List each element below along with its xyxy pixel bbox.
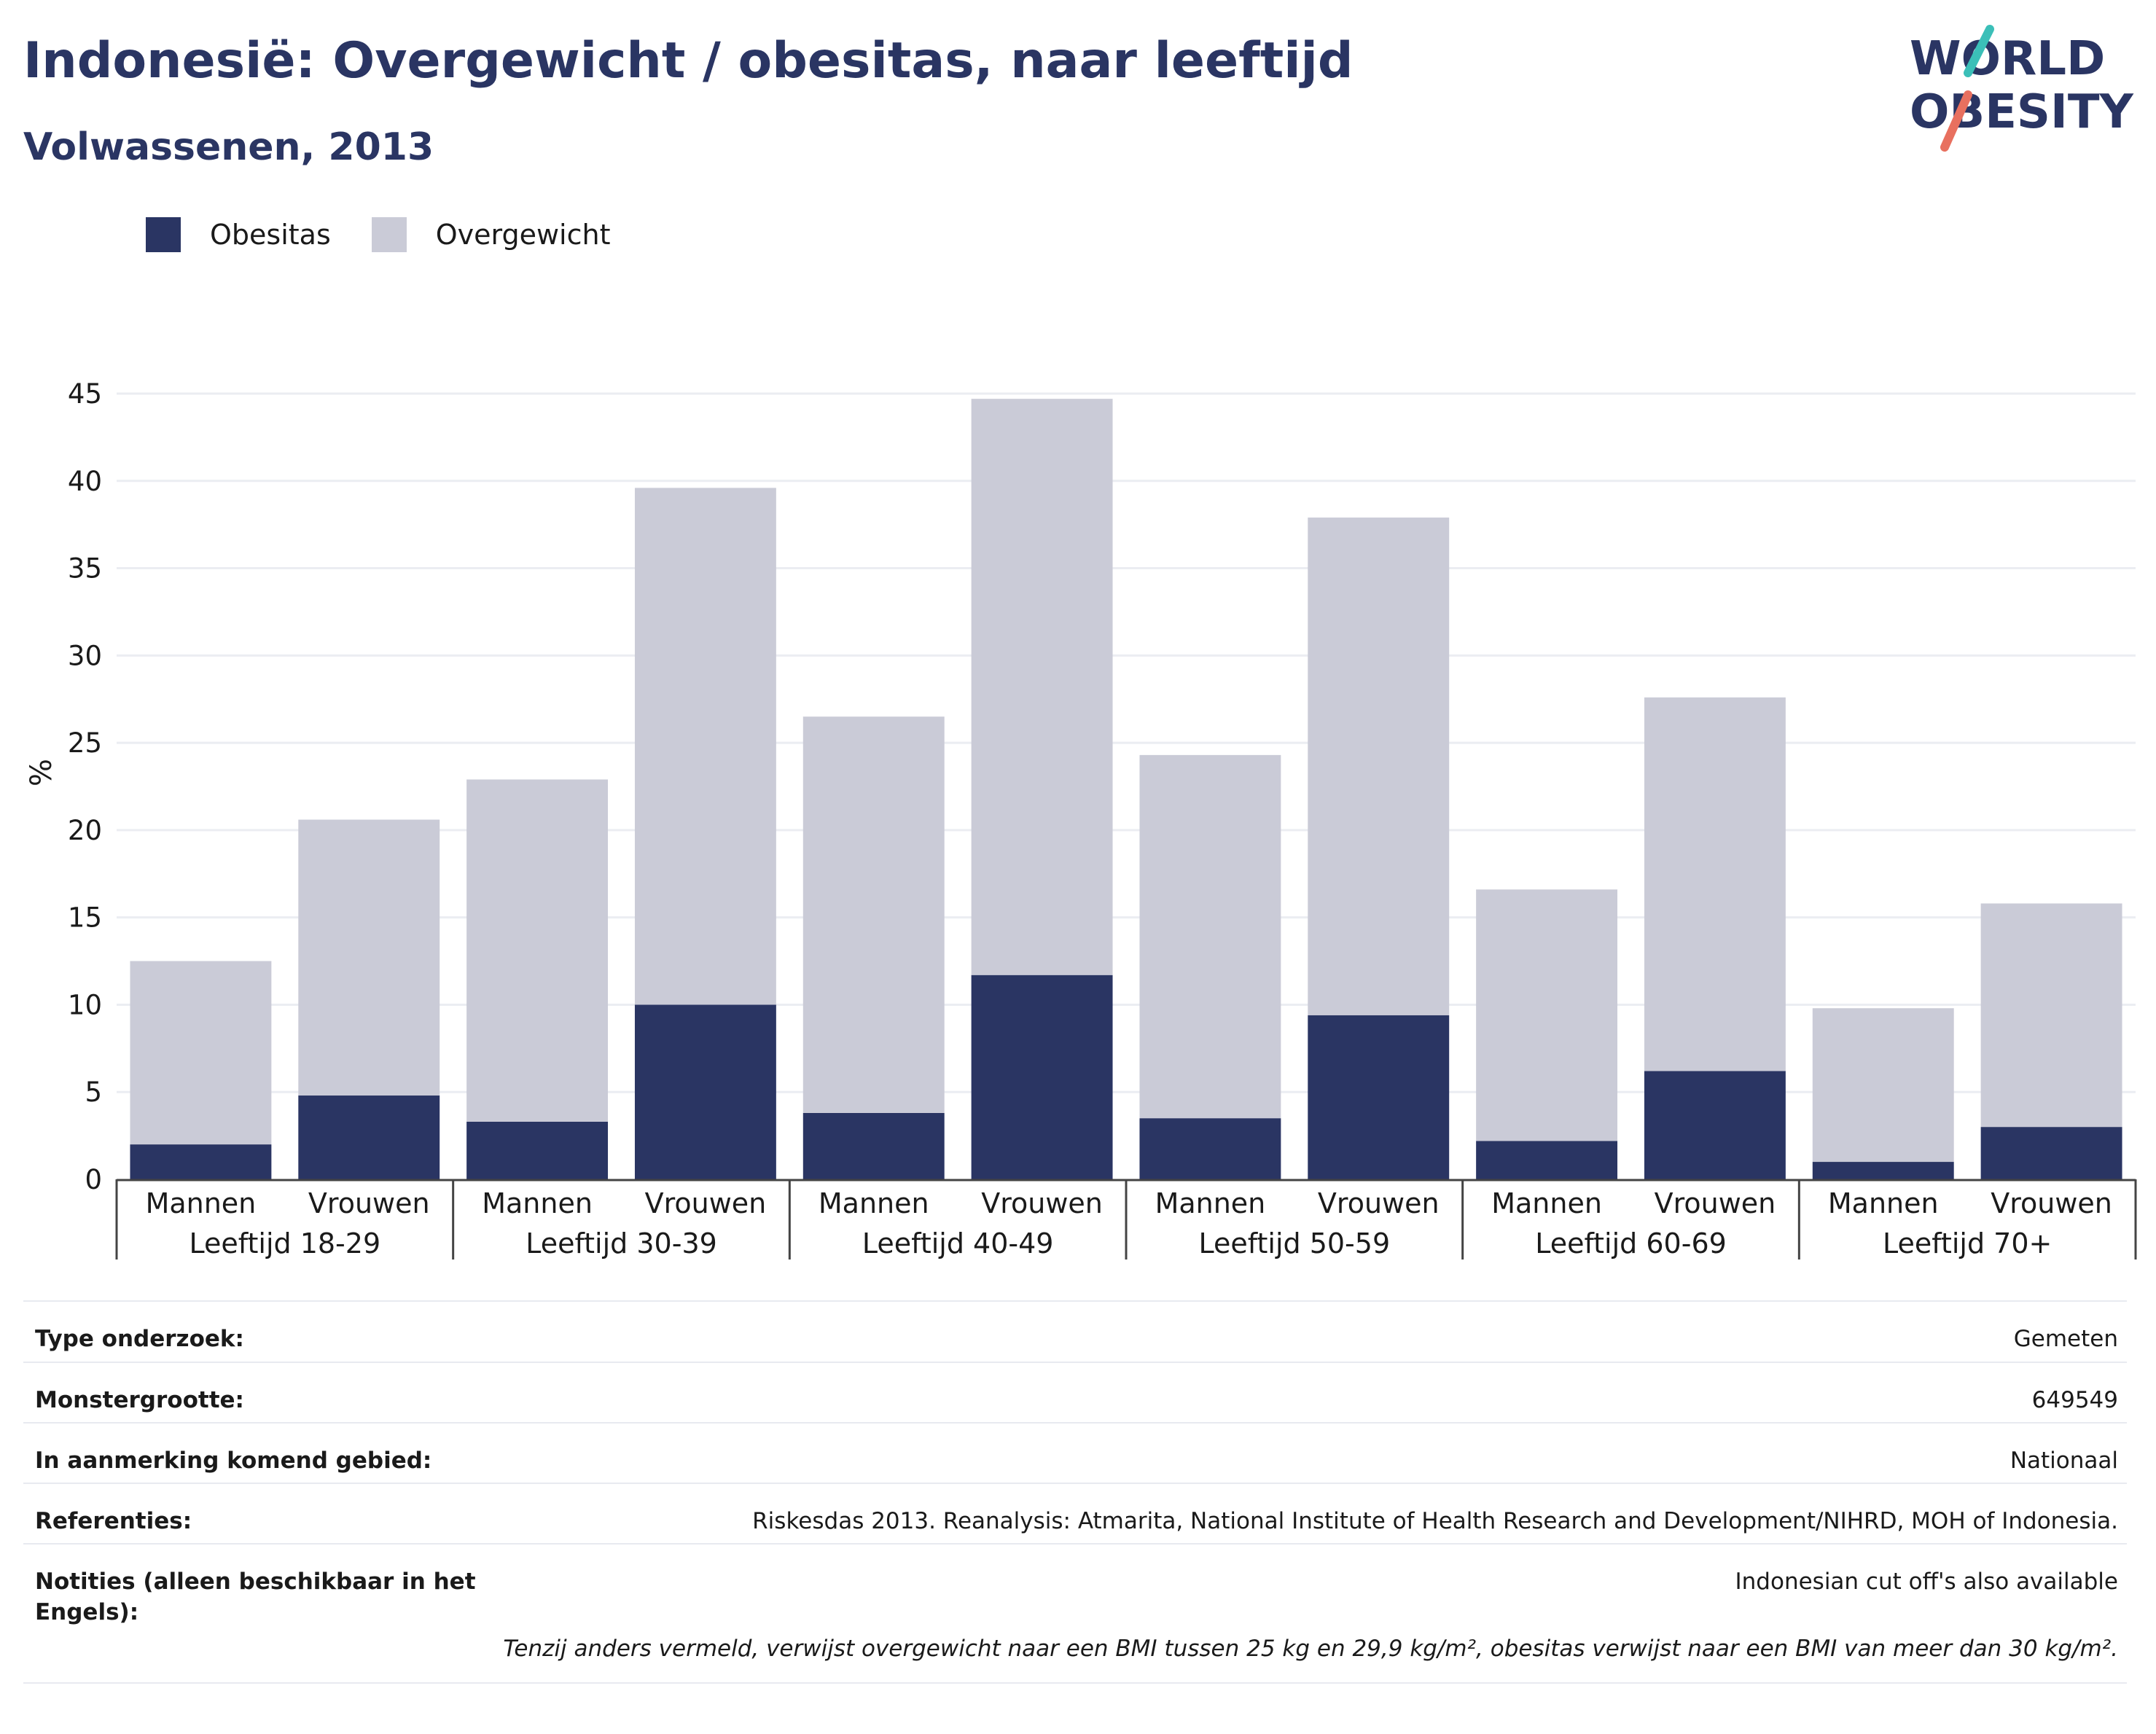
- legend-item-overgewicht[interactable]: Overgewicht: [371, 217, 611, 252]
- group-label: Leeftijd 50-59: [1199, 1227, 1391, 1260]
- bar-obesitas: [130, 1144, 272, 1179]
- meta-value: Gemeten: [2013, 1326, 2118, 1352]
- y-tick-label: 40: [68, 466, 102, 497]
- x-tick-label: Mannen: [1828, 1187, 1939, 1219]
- x-tick-label: Vrouwen: [308, 1187, 430, 1219]
- logo-word-obesity: OBESITY: [1910, 85, 2133, 139]
- footnote: Tenzij anders vermeld, verwijst overgewi…: [23, 1636, 2127, 1684]
- meta-row-references: Referenties: Riskesdas 2013. Reanalysis:…: [23, 1483, 2127, 1543]
- group-label: Leeftijd 30-39: [526, 1227, 717, 1260]
- bar-overgewicht: [802, 716, 945, 1113]
- bar-obesitas: [1476, 1141, 1618, 1179]
- y-tick-label: 45: [68, 378, 102, 410]
- bar-obesitas: [1308, 1015, 1450, 1179]
- meta-row-notes: Notities (alleen beschikbaar in het Enge…: [23, 1543, 2127, 1634]
- bar-overgewicht: [1980, 903, 2122, 1128]
- bar-overgewicht: [1308, 518, 1450, 1015]
- bar-overgewicht: [634, 488, 776, 1005]
- meta-label: Referenties:: [35, 1508, 192, 1534]
- world-obesity-logo: WORLD OBESITY: [1910, 25, 2133, 152]
- bar-obesitas: [802, 1112, 945, 1179]
- logo-word-world: WORLD: [1910, 32, 2105, 86]
- legend-label-obesitas: Obesitas: [210, 219, 331, 251]
- x-tick-label: Mannen: [1155, 1187, 1266, 1219]
- logo-slash-coral: [1940, 90, 1972, 152]
- bar-overgewicht: [1476, 889, 1618, 1141]
- meta-value: Nationaal: [2009, 1448, 2118, 1474]
- group-label: Leeftijd 70+: [1883, 1227, 2052, 1260]
- y-tick-label: 5: [85, 1077, 102, 1108]
- meta-row-sample: Monstergrootte: 649549: [23, 1362, 2127, 1422]
- bar-overgewicht: [466, 779, 609, 1122]
- group-label: Leeftijd 18-29: [190, 1227, 381, 1260]
- legend-swatch-overgewicht: [371, 217, 407, 252]
- x-tick-label: Vrouwen: [1655, 1187, 1776, 1219]
- meta-label: Notities (alleen beschikbaar in het Enge…: [35, 1569, 476, 1625]
- y-tick-label: 25: [68, 727, 102, 759]
- meta-row-type: Type onderzoek: Gemeten: [23, 1300, 2127, 1362]
- bar-obesitas: [634, 1004, 776, 1179]
- meta-value: 649549: [2031, 1387, 2118, 1413]
- x-tick-label: Vrouwen: [1991, 1187, 2112, 1219]
- bar-overgewicht: [1139, 754, 1281, 1119]
- chart-title: Indonesië: Overgewicht / obesitas, naar …: [23, 32, 1354, 90]
- x-tick-label: Vrouwen: [645, 1187, 767, 1219]
- bar-overgewicht: [1812, 1008, 1954, 1163]
- logo-slash-teal: [1964, 25, 1994, 77]
- bar-obesitas: [971, 975, 1113, 1179]
- meta-label: Type onderzoek:: [35, 1326, 244, 1352]
- stacked-bar-chart: 0 5 10 15 20 25 30 35 40 45% Mannen Vrouwen Mannen Vr…: [25, 378, 2137, 1260]
- bar-overgewicht: [130, 961, 272, 1145]
- bar-overgewicht: [298, 819, 440, 1096]
- bar-obesitas: [1812, 1162, 1954, 1179]
- meta-value: Indonesian cut off's also available: [1735, 1569, 2118, 1595]
- bar-overgewicht: [1644, 697, 1786, 1071]
- x-tick-label: Mannen: [482, 1187, 593, 1219]
- x-tick-label: Mannen: [1491, 1187, 1602, 1219]
- bar-overgewicht: [971, 399, 1113, 975]
- bar-obesitas: [298, 1096, 440, 1179]
- y-tick-label: 20: [68, 815, 102, 846]
- legend-label-overgewicht: Overgewicht: [435, 219, 611, 251]
- meta-label: In aanmerking komend gebied:: [35, 1448, 432, 1474]
- meta-row-area: In aanmerking komend gebied: Nationaal: [23, 1422, 2127, 1483]
- chart-legend: Obesitas Overgewicht: [146, 217, 652, 252]
- y-axis-label: %: [25, 759, 58, 786]
- meta-label: Monstergrootte:: [35, 1387, 244, 1413]
- bar-obesitas: [466, 1121, 609, 1179]
- x-tick-label: Mannen: [146, 1187, 257, 1219]
- y-tick-label: 10: [68, 989, 102, 1020]
- legend-swatch-obesitas: [146, 217, 181, 252]
- x-tick-label: Vrouwen: [1318, 1187, 1440, 1219]
- metadata-table: Type onderzoek: Gemeten Monstergrootte: …: [23, 1300, 2127, 1634]
- bar-obesitas: [1644, 1071, 1786, 1179]
- bar-obesitas: [1980, 1127, 2122, 1179]
- y-tick-label: 30: [68, 640, 102, 671]
- legend-item-obesitas[interactable]: Obesitas: [146, 217, 331, 252]
- y-tick-label: 15: [68, 902, 102, 934]
- y-tick-label: 35: [68, 553, 102, 585]
- x-tick-label: Vrouwen: [981, 1187, 1103, 1219]
- group-label: Leeftijd 60-69: [1535, 1227, 1727, 1260]
- y-tick-label: 0: [85, 1164, 102, 1195]
- group-label: Leeftijd 40-49: [862, 1227, 1054, 1260]
- bar-obesitas: [1139, 1118, 1281, 1179]
- meta-value: Riskesdas 2013. Reanalysis: Atmarita, Na…: [752, 1508, 2118, 1534]
- chart-subtitle: Volwassenen, 2013: [23, 125, 434, 169]
- x-tick-label: Mannen: [819, 1187, 929, 1219]
